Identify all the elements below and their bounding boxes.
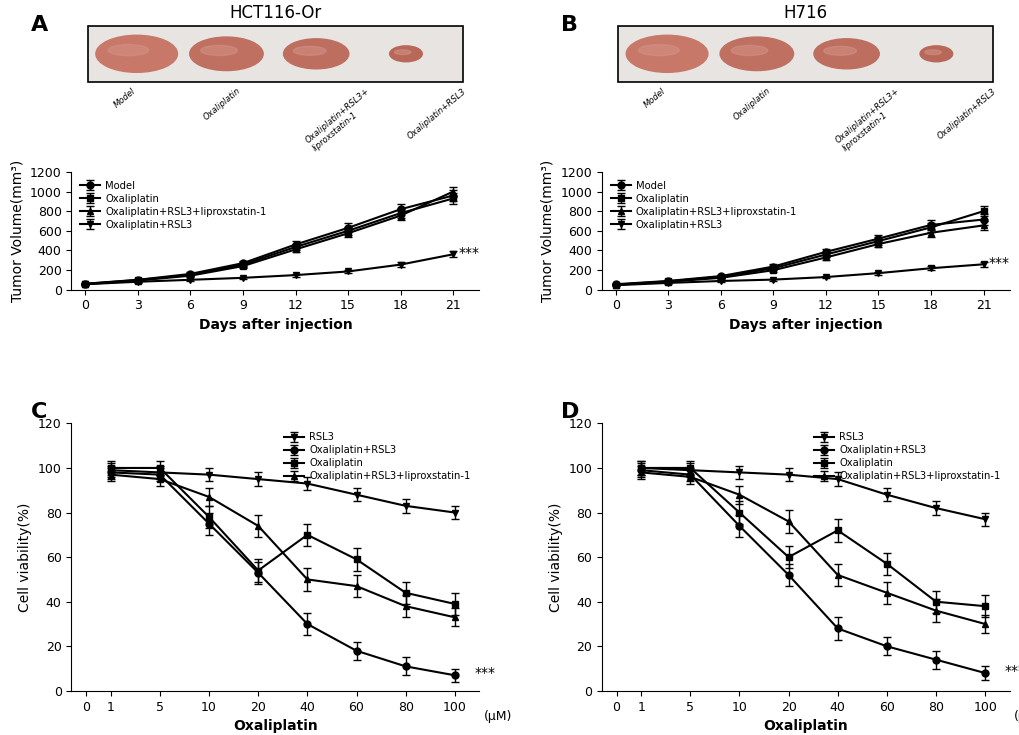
- Text: B: B: [560, 15, 578, 35]
- Ellipse shape: [283, 39, 348, 69]
- FancyBboxPatch shape: [618, 26, 993, 82]
- X-axis label: Days after injection: Days after injection: [199, 318, 352, 332]
- Text: (μM): (μM): [483, 709, 512, 723]
- Text: Model: Model: [112, 87, 138, 110]
- Ellipse shape: [394, 50, 411, 54]
- Text: Oxaliplatin+RSL3: Oxaliplatin+RSL3: [406, 87, 468, 140]
- Text: D: D: [560, 402, 579, 422]
- Text: ***: ***: [1004, 664, 1019, 678]
- Text: A: A: [31, 15, 48, 35]
- X-axis label: Oxaliplatin: Oxaliplatin: [762, 719, 848, 734]
- Y-axis label: Tumor Volume(mm³): Tumor Volume(mm³): [10, 159, 24, 302]
- Ellipse shape: [201, 46, 237, 55]
- Ellipse shape: [731, 46, 767, 55]
- Text: ***: ***: [458, 245, 479, 260]
- Y-axis label: Cell viability(%): Cell viability(%): [548, 503, 562, 612]
- Title: HCT116-Or: HCT116-Or: [229, 4, 321, 22]
- Ellipse shape: [293, 46, 326, 55]
- Text: Oxaliplatin+RSL3: Oxaliplatin+RSL3: [935, 87, 998, 140]
- Text: ***: ***: [987, 257, 1009, 270]
- Ellipse shape: [626, 35, 707, 72]
- Ellipse shape: [638, 45, 679, 56]
- Ellipse shape: [823, 46, 856, 55]
- Ellipse shape: [108, 45, 149, 56]
- Ellipse shape: [924, 50, 941, 54]
- Ellipse shape: [813, 39, 878, 69]
- Ellipse shape: [719, 37, 793, 71]
- Legend: RSL3, Oxaliplatin+RSL3, Oxaliplatin, Oxaliplatin+RSL3+liproxstatin-1: RSL3, Oxaliplatin+RSL3, Oxaliplatin, Oxa…: [280, 429, 474, 485]
- Ellipse shape: [389, 46, 422, 62]
- Text: Oxaliplatin: Oxaliplatin: [732, 87, 772, 123]
- Text: Oxaliplatin: Oxaliplatin: [202, 87, 243, 123]
- Text: Oxaliplatin+RSL3+
liproxstatin-1: Oxaliplatin+RSL3+ liproxstatin-1: [304, 87, 378, 153]
- X-axis label: Days after injection: Days after injection: [729, 318, 881, 332]
- Text: Oxaliplatin+RSL3+
liproxstatin-1: Oxaliplatin+RSL3+ liproxstatin-1: [834, 87, 908, 153]
- Ellipse shape: [919, 46, 952, 62]
- Text: (μM): (μM): [1013, 709, 1019, 723]
- Legend: RSL3, Oxaliplatin+RSL3, Oxaliplatin, Oxaliplatin+RSL3+liproxstatin-1: RSL3, Oxaliplatin+RSL3, Oxaliplatin, Oxa…: [810, 429, 1004, 485]
- Text: ***: ***: [474, 666, 495, 680]
- Text: C: C: [31, 402, 47, 422]
- Legend: Model, Oxaliplatin, Oxaliplatin+RSL3+liproxstatin-1, Oxaliplatin+RSL3: Model, Oxaliplatin, Oxaliplatin+RSL3+lip…: [606, 177, 800, 234]
- Legend: Model, Oxaliplatin, Oxaliplatin+RSL3+liproxstatin-1, Oxaliplatin+RSL3: Model, Oxaliplatin, Oxaliplatin+RSL3+lip…: [76, 177, 270, 234]
- Y-axis label: Tumor Volume(mm³): Tumor Volume(mm³): [540, 159, 554, 302]
- Y-axis label: Cell viability(%): Cell viability(%): [18, 503, 33, 612]
- Text: Model: Model: [642, 87, 667, 110]
- Title: H716: H716: [783, 4, 827, 22]
- Ellipse shape: [96, 35, 177, 72]
- FancyBboxPatch shape: [88, 26, 463, 82]
- X-axis label: Oxaliplatin: Oxaliplatin: [232, 719, 318, 734]
- Ellipse shape: [190, 37, 263, 71]
